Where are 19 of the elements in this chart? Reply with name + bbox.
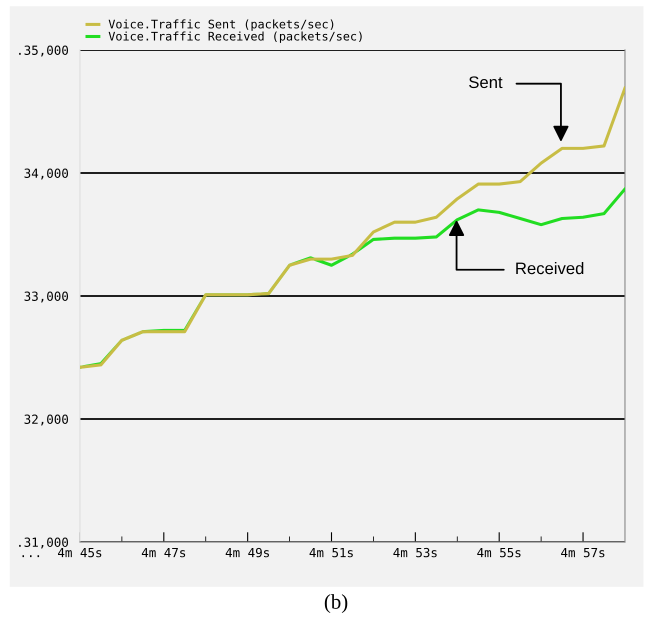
line-series (80, 86, 625, 369)
x-tick-label: 4m 51s (310, 548, 353, 558)
legend-label: Voice.Traffic Sent (packets/sec) (108, 19, 334, 31)
y-tick-label: .31,000 (19, 538, 68, 549)
annotation: Sent (469, 76, 502, 88)
text: ... (22, 555, 40, 558)
x-tick-label: 4m 55s (477, 548, 521, 558)
annotation: Received (516, 262, 584, 274)
x-tick-label: 4m 47s (142, 548, 186, 558)
x-tick-label: 4m 45s (58, 548, 102, 558)
y-tick-label: .35,000 (19, 45, 68, 57)
x-tick-label: 4m 53s (393, 548, 437, 558)
text: (b) (324, 594, 348, 614)
x-tick-label: 4m 49s (226, 548, 269, 558)
y-tick-label: 33,000 (24, 292, 68, 303)
y-tick-label: 34,000 (24, 168, 68, 180)
x-tick-label: 4m 57s (561, 548, 604, 558)
legend-label: Voice.Traffic Received (packets/sec) (108, 31, 362, 43)
y-tick-label: 32,000 (24, 414, 68, 426)
